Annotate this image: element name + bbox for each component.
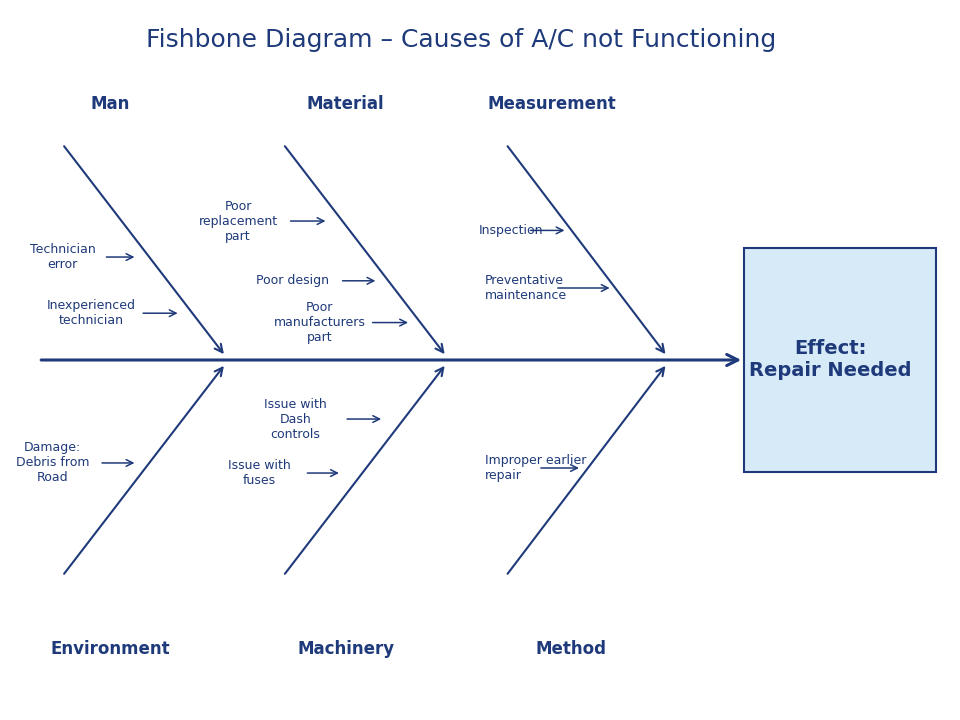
Text: Poor design: Poor design xyxy=(256,274,329,287)
Text: Issue with
fuses: Issue with fuses xyxy=(228,459,291,487)
Text: Material: Material xyxy=(307,95,384,113)
Text: Inspection: Inspection xyxy=(479,224,543,237)
Text: Fishbone Diagram – Causes of A/C not Functioning: Fishbone Diagram – Causes of A/C not Fun… xyxy=(146,27,776,52)
Text: Preventative
maintenance: Preventative maintenance xyxy=(485,274,567,302)
Text: Issue with
Dash
controls: Issue with Dash controls xyxy=(264,397,327,441)
Text: Damage:
Debris from
Road: Damage: Debris from Road xyxy=(16,441,89,485)
Text: Method: Method xyxy=(536,641,607,658)
Text: Environment: Environment xyxy=(51,641,170,658)
Text: Man: Man xyxy=(90,95,131,113)
Text: Improper earlier
repair: Improper earlier repair xyxy=(485,454,587,482)
Text: Measurement: Measurement xyxy=(488,95,616,113)
Text: Poor
manufacturers
part: Poor manufacturers part xyxy=(274,301,366,344)
Text: Machinery: Machinery xyxy=(297,641,395,658)
FancyBboxPatch shape xyxy=(744,248,936,472)
Text: Technician
error: Technician error xyxy=(30,243,95,271)
Text: Inexperienced
technician: Inexperienced technician xyxy=(47,300,135,327)
Text: Effect:
Repair Needed: Effect: Repair Needed xyxy=(749,340,912,380)
Text: Poor
replacement
part: Poor replacement part xyxy=(199,199,277,243)
